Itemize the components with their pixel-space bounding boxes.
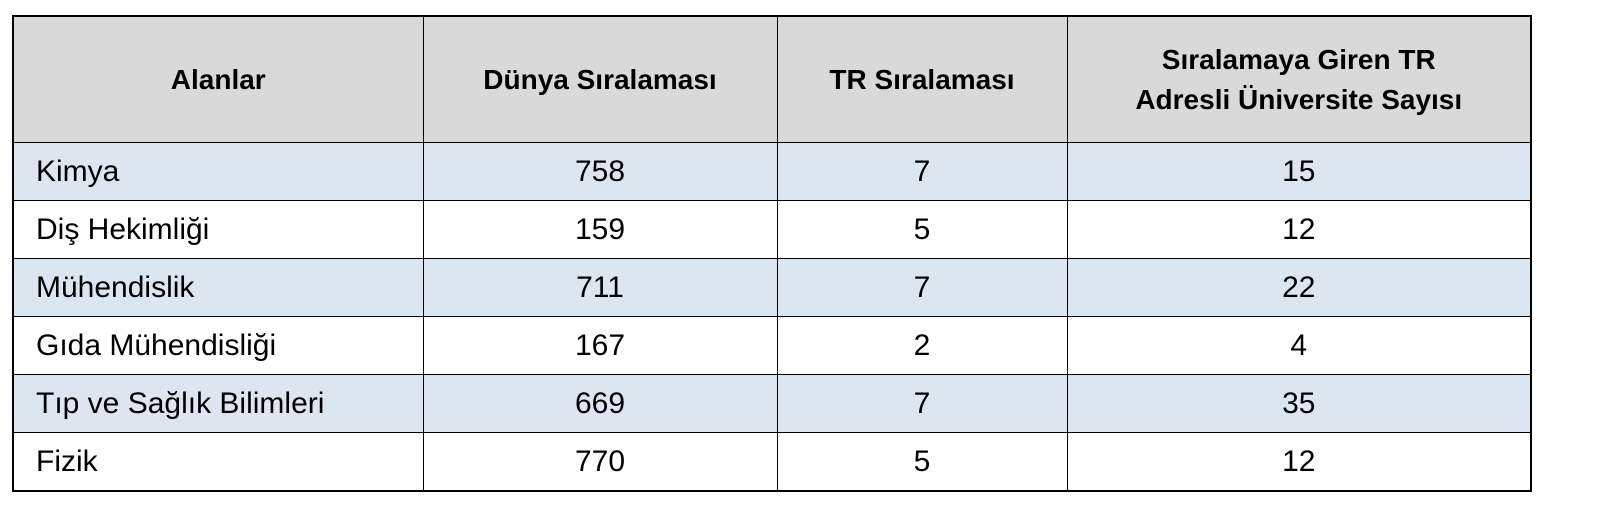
field-cell: Diş Hekimliği bbox=[12, 200, 424, 259]
value-cell: 5 bbox=[776, 432, 1068, 492]
value-cell: 159 bbox=[422, 200, 778, 259]
table-row: Kimya 758 7 15 bbox=[12, 142, 1532, 201]
field-cell: Kimya bbox=[12, 142, 424, 201]
value-cell: 758 bbox=[422, 142, 778, 201]
table-row: Gıda Mühendisliği 167 2 4 bbox=[12, 316, 1532, 375]
field-cell: Gıda Mühendisliği bbox=[12, 316, 424, 375]
table-row: Fizik 770 5 12 bbox=[12, 432, 1532, 492]
ranking-table: Alanlar Dünya Sıralaması TR Sıralaması Sıra… bbox=[12, 15, 1532, 492]
value-cell: 2 bbox=[776, 316, 1068, 375]
header-row: Alanlar Dünya Sıralaması TR Sıralaması Sıra… bbox=[12, 15, 1532, 143]
value-cell: 7 bbox=[776, 142, 1068, 201]
table-row: Mühendislik 711 7 22 bbox=[12, 258, 1532, 317]
value-cell: 4 bbox=[1066, 316, 1532, 375]
field-cell: Tıp ve Sağlık Bilimleri bbox=[12, 374, 424, 433]
value-cell: 7 bbox=[776, 258, 1068, 317]
value-cell: 669 bbox=[422, 374, 778, 433]
value-cell: 35 bbox=[1066, 374, 1532, 433]
value-cell: 12 bbox=[1066, 432, 1532, 492]
value-cell: 711 bbox=[422, 258, 778, 317]
value-cell: 22 bbox=[1066, 258, 1532, 317]
value-cell: 770 bbox=[422, 432, 778, 492]
value-cell: 167 bbox=[422, 316, 778, 375]
value-cell: 12 bbox=[1066, 200, 1532, 259]
header-cell: Dünya Sıralaması bbox=[422, 15, 778, 143]
value-cell: 5 bbox=[776, 200, 1068, 259]
header-cell: Alanlar bbox=[12, 15, 424, 143]
value-cell: 15 bbox=[1066, 142, 1532, 201]
value-cell: 7 bbox=[776, 374, 1068, 433]
header-cell: TR Sıralaması bbox=[776, 15, 1068, 143]
table-row: Tıp ve Sağlık Bilimleri 669 7 35 bbox=[12, 374, 1532, 433]
table-row: Diş Hekimliği 159 5 12 bbox=[12, 200, 1532, 259]
header-cell: Sıralamaya Giren TR Adresli Üniversite S… bbox=[1066, 15, 1532, 143]
field-cell: Fizik bbox=[12, 432, 424, 492]
table-body: Kimya 758 7 15 Diş Hekimliği 159 5 12 Mühendisli… bbox=[12, 142, 1532, 492]
field-cell: Mühendislik bbox=[12, 258, 424, 317]
